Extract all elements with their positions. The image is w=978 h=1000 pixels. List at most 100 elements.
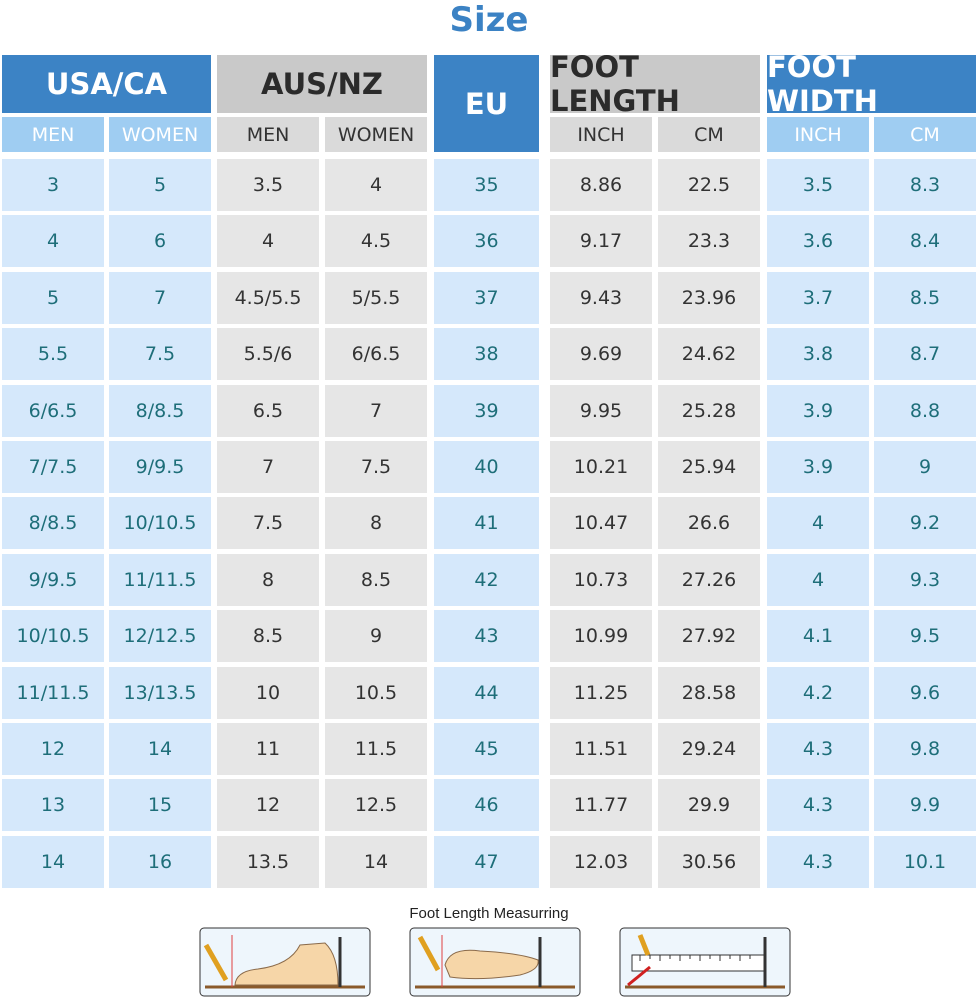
cell: 26.6: [658, 497, 760, 550]
cell: 9.95: [550, 384, 652, 437]
caption: Foot Length Measurring: [409, 905, 569, 922]
cell: 3.9: [767, 441, 869, 493]
cell: 3.5: [767, 159, 869, 211]
cell: 8: [217, 553, 319, 606]
cell: 12.03: [550, 835, 652, 888]
cell: 39: [434, 384, 539, 437]
illustration-top: [409, 927, 581, 997]
cell: 6/6.5: [325, 328, 427, 381]
cell: 4: [2, 215, 104, 268]
cell: 10.21: [550, 441, 652, 493]
cell: 24.62: [658, 328, 760, 381]
sub-header: MEN: [217, 117, 319, 152]
group-header: EU: [434, 55, 539, 152]
cell: 14: [2, 835, 104, 888]
illustration-side: [199, 927, 371, 997]
sub-header: WOMEN: [325, 117, 427, 152]
cell: 14: [109, 723, 211, 775]
cell: 3: [2, 159, 104, 211]
cell: 9: [874, 441, 976, 493]
cell: 36: [434, 215, 539, 268]
cell: 38: [434, 328, 539, 381]
cell: 3.9: [767, 384, 869, 437]
group-header: AUS/NZ: [217, 55, 427, 113]
cell: 13/13.5: [109, 666, 211, 719]
cell: 10.5: [325, 666, 427, 719]
cell: 10: [217, 666, 319, 719]
sub-header: WOMEN: [109, 117, 211, 152]
cell: 10/10.5: [2, 610, 104, 663]
cell: 8/8.5: [2, 497, 104, 550]
cell: 7: [109, 271, 211, 324]
cell: 4.3: [767, 723, 869, 775]
cell: 30.56: [658, 835, 760, 888]
cell: 9/9.5: [109, 441, 211, 493]
cell: 3.8: [767, 328, 869, 381]
illustration-ruler: [619, 927, 791, 997]
cell: 8: [325, 497, 427, 550]
cell: 9.8: [874, 723, 976, 775]
cell: 14: [325, 835, 427, 888]
sub-header: MEN: [2, 117, 104, 152]
cell: 46: [434, 779, 539, 832]
cell: 9.3: [874, 553, 976, 606]
group-header: USA/CA: [2, 55, 211, 113]
cell: 45: [434, 723, 539, 775]
cell: 13.5: [217, 835, 319, 888]
cell: 6.5: [217, 384, 319, 437]
cell: 11.5: [325, 723, 427, 775]
cell: 7.5: [217, 497, 319, 550]
cell: 23.3: [658, 215, 760, 268]
cell: 4.3: [767, 779, 869, 832]
cell: 6: [109, 215, 211, 268]
cell: 13: [2, 779, 104, 832]
cell: 10/10.5: [109, 497, 211, 550]
cell: 4.5/5.5: [217, 271, 319, 324]
sub-header: INCH: [767, 117, 869, 152]
cell: 9.5: [874, 610, 976, 663]
cell: 7.5: [109, 328, 211, 381]
group-header: FOOT WIDTH: [767, 50, 976, 118]
cell: 11/11.5: [109, 553, 211, 606]
cell: 8.5: [217, 610, 319, 663]
cell: 8.7: [874, 328, 976, 381]
cell: 5.5: [2, 328, 104, 381]
cell: 4: [767, 497, 869, 550]
cell: 29.24: [658, 723, 760, 775]
cell: 12/12.5: [109, 610, 211, 663]
cell: 5: [2, 271, 104, 324]
cell: 47: [434, 835, 539, 888]
cell: 11/11.5: [2, 666, 104, 719]
cell: 29.9: [658, 779, 760, 832]
cell: 8.5: [874, 271, 976, 324]
cell: 10.73: [550, 553, 652, 606]
cell: 9.17: [550, 215, 652, 268]
cell: 7: [217, 441, 319, 493]
sub-header: CM: [874, 117, 976, 152]
cell: 9/9.5: [2, 553, 104, 606]
cell: 3.7: [767, 271, 869, 324]
cell: 9.9: [874, 779, 976, 832]
cell: 4: [217, 215, 319, 268]
cell: 16: [109, 835, 211, 888]
cell: 11.77: [550, 779, 652, 832]
sub-header: INCH: [550, 117, 652, 152]
cell: 3.5: [217, 159, 319, 211]
cell: 35: [434, 159, 539, 211]
cell: 5: [109, 159, 211, 211]
cell: 28.58: [658, 666, 760, 719]
illustrations: [199, 927, 791, 997]
cell: 7/7.5: [2, 441, 104, 493]
cell: 22.5: [658, 159, 760, 211]
cell: 8.4: [874, 215, 976, 268]
cell: 9.43: [550, 271, 652, 324]
cell: 10.99: [550, 610, 652, 663]
cell: 7.5: [325, 441, 427, 493]
cell: 8.3: [874, 159, 976, 211]
cell: 9.6: [874, 666, 976, 719]
cell: 37: [434, 271, 539, 324]
cell: 9.2: [874, 497, 976, 550]
cell: 41: [434, 497, 539, 550]
cell: 25.94: [658, 441, 760, 493]
cell: 10.1: [874, 835, 976, 888]
